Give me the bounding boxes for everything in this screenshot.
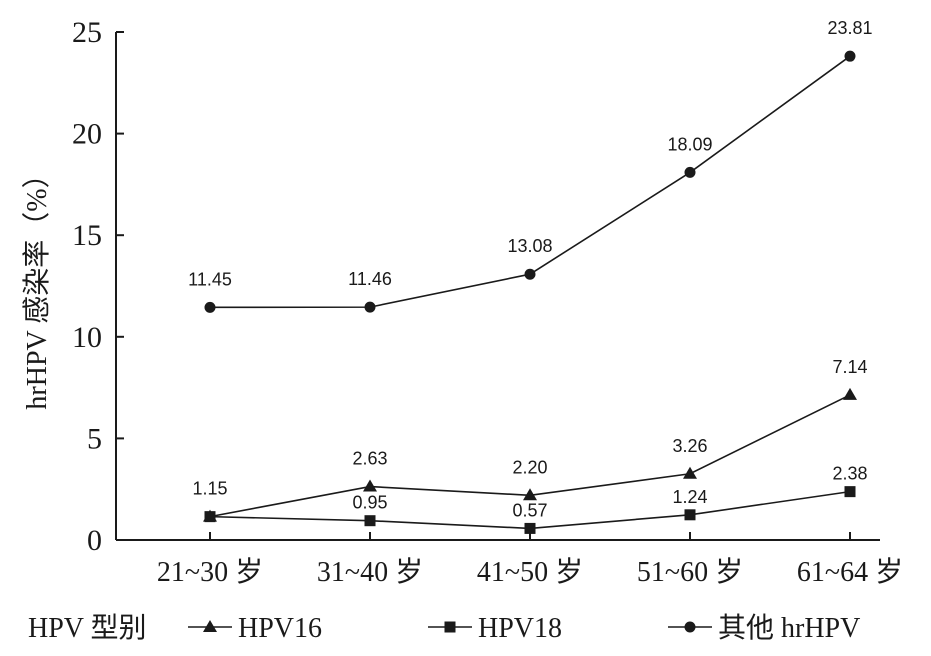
circle-marker xyxy=(844,50,856,62)
data-label: 18.09 xyxy=(667,134,712,154)
square-marker xyxy=(204,511,216,523)
data-label: 11.46 xyxy=(348,269,392,289)
legend-circle-marker xyxy=(684,621,696,633)
square-marker xyxy=(684,509,696,521)
circle-marker xyxy=(684,166,696,178)
data-label: 3.26 xyxy=(672,436,707,456)
legend-label: HPV16 xyxy=(238,613,322,644)
legend-label: HPV18 xyxy=(478,613,562,644)
y-tick-label: 10 xyxy=(72,321,102,354)
series-其他 hrHPV xyxy=(204,50,856,313)
square-marker xyxy=(844,486,856,498)
triangle-marker xyxy=(523,488,537,501)
y-axis-label: hrHPV 感染率（%） xyxy=(21,160,53,409)
data-label: 11.45 xyxy=(188,269,232,289)
x-tick-label: 61~64 岁 xyxy=(797,556,903,588)
circle-marker xyxy=(364,301,376,313)
triangle-marker xyxy=(683,466,697,479)
square-marker xyxy=(364,515,376,527)
legend-label: 其他 hrHPV xyxy=(718,612,860,644)
legend: HPV 型别 HPV16 HPV18 其他 hrHPV xyxy=(28,612,860,644)
circle-marker xyxy=(204,301,216,313)
data-label: 1.15 xyxy=(192,479,227,499)
x-tick-label: 51~60 岁 xyxy=(637,556,743,588)
data-labels: 1.15 2.63 2.20 3.26 7.14 0.95 0.57 1.24 2.38 11.4… xyxy=(188,18,872,520)
legend-triangle-marker xyxy=(203,620,217,632)
data-label: 23.81 xyxy=(827,18,872,38)
square-marker xyxy=(524,522,536,534)
x-tick-label: 31~40 岁 xyxy=(317,556,423,588)
x-tick-label: 21~30 岁 xyxy=(157,556,263,588)
y-axis: 0 5 10 15 20 25 xyxy=(72,16,124,557)
data-label: 7.14 xyxy=(832,357,867,377)
series-layer xyxy=(203,50,857,534)
triangle-marker xyxy=(363,479,377,492)
triangle-marker xyxy=(843,387,857,400)
y-tick-label: 25 xyxy=(72,16,102,49)
x-axis: 21~30 岁 31~40 岁 41~50 岁 51~60 岁 61~64 岁 xyxy=(116,532,903,588)
series-HPV18 xyxy=(204,486,856,534)
y-tick-label: 15 xyxy=(72,219,102,252)
y-tick-label: 0 xyxy=(87,524,102,557)
data-label: 2.38 xyxy=(832,464,867,484)
circle-marker xyxy=(524,268,536,280)
legend-item-HPV16: HPV16 xyxy=(188,613,322,644)
legend-square-marker xyxy=(444,621,456,633)
data-label: 0.95 xyxy=(352,493,387,513)
data-label: 0.57 xyxy=(512,500,547,520)
x-tick-label: 41~50 岁 xyxy=(477,556,583,588)
data-label: 13.08 xyxy=(507,236,552,256)
legend-item-HPV18: HPV18 xyxy=(428,613,562,644)
data-label: 1.24 xyxy=(672,487,707,507)
y-tick-label: 20 xyxy=(72,118,102,151)
data-label: 2.20 xyxy=(512,457,547,477)
legend-item-其他 hrHPV: 其他 hrHPV xyxy=(668,612,860,644)
data-label: 2.63 xyxy=(352,449,387,469)
legend-title: HPV 型别 xyxy=(28,612,147,644)
y-tick-label: 5 xyxy=(87,422,102,455)
